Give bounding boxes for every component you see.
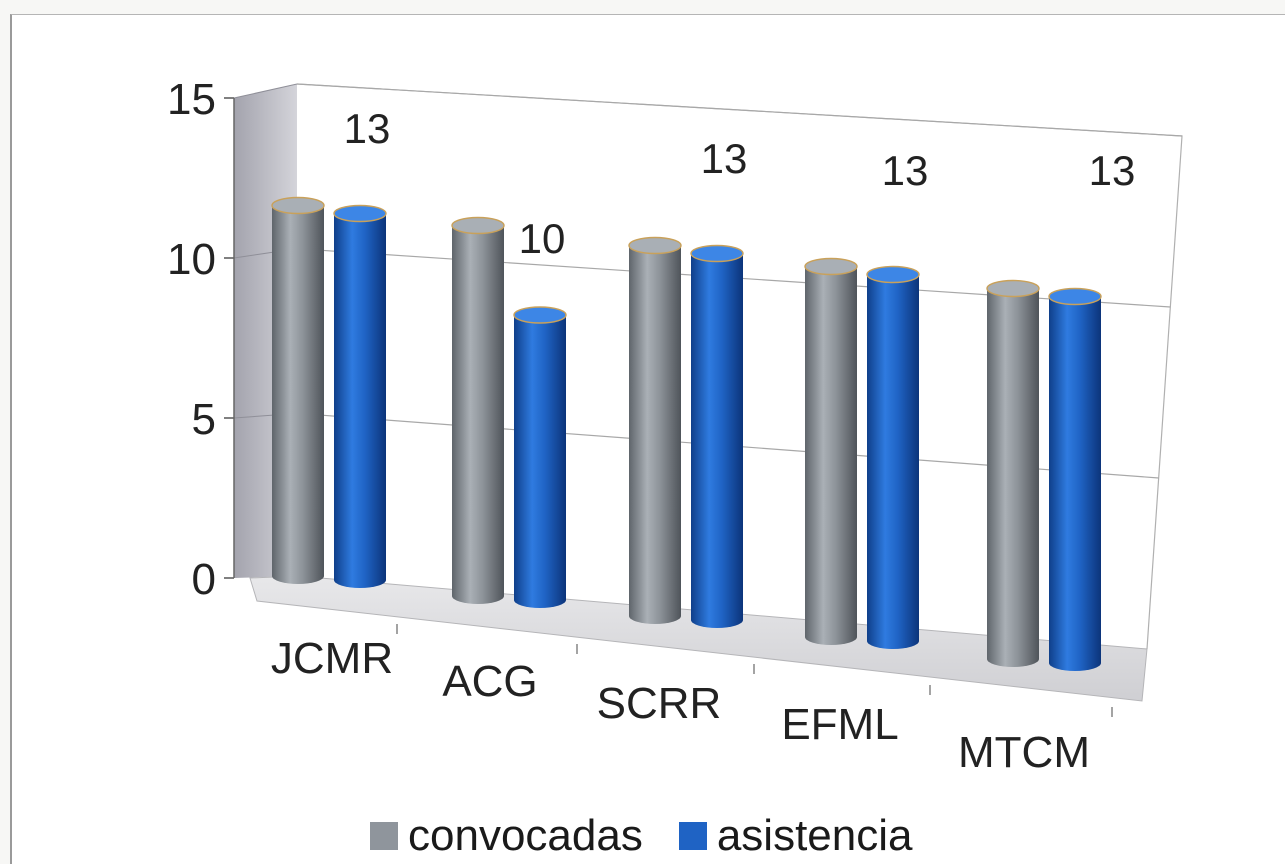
x-tick-label-SCRR: SCRR [597,679,722,728]
x-tick-label-JCMR: JCMR [271,634,393,683]
bar-base-convocadas-ACG [452,588,504,604]
bar-base-asistencia-SCRR [691,612,743,628]
bar-convocadas-JCMR [271,196,325,584]
bar-top-asistencia-SCRR [690,244,744,263]
data-label-SCRR: 13 [701,135,748,182]
bar-body-asistencia-ACG [514,315,566,600]
bar-asistencia-SCRR [690,244,744,628]
x-tick-label-EFML: EFML [781,700,898,749]
bar-convocadas-EFML [804,257,858,645]
bar-top-convocadas-SCRR [628,236,682,255]
gridline [296,83,1183,137]
bar-body-convocadas-EFML [805,266,857,637]
bar-top-asistencia-EFML [866,265,920,284]
bar-body-convocadas-JCMR [272,205,324,576]
bar-base-asistencia-EFML [867,633,919,649]
chart-frame: 0 5 10 15 JCMR ACG SCRR EFML MTCM 13 10 13 13 13 con… [10,14,1285,864]
bar-base-convocadas-EFML [805,629,857,645]
y-tick-label: 10 [167,235,216,284]
bar-top-convocadas-MTCM [986,279,1040,298]
bar-asistencia-JCMR [333,204,387,588]
bar-body-convocadas-ACG [452,225,504,596]
legend-item-asistencia: asistencia [678,811,913,861]
data-label-MTCM: 13 [1089,147,1136,194]
bar-body-convocadas-SCRR [629,245,681,616]
bar-asistencia-EFML [866,265,920,649]
legend-label-asistencia: asistencia [716,811,913,860]
data-label-EFML: 13 [882,147,929,194]
x-tick-label-ACG: ACG [442,657,537,706]
legend-label-convocadas: convocadas [408,811,643,860]
bar-top-convocadas-EFML [804,257,858,276]
legend-swatch-convocadas [370,822,398,850]
bar-top-convocadas-ACG [451,216,505,235]
bar-body-asistencia-MTCM [1049,296,1101,663]
bar-asistencia-MTCM [1048,287,1102,671]
legend-swatch-asistencia [678,822,707,850]
bar-base-asistencia-ACG [514,592,566,608]
bar-base-convocadas-JCMR [272,568,324,584]
bar-body-asistencia-JCMR [334,213,386,580]
bar-convocadas-ACG [451,216,505,604]
bar-asistencia-ACG [513,306,567,608]
bar-base-asistencia-MTCM [1049,655,1101,671]
data-label-ACG: 10 [519,215,566,262]
bar-top-asistencia-ACG [513,306,567,324]
bar-top-asistencia-JCMR [333,204,387,223]
bar-base-convocadas-SCRR [629,608,681,624]
y-tick-label: 15 [167,75,216,124]
bar-body-asistencia-SCRR [691,253,743,620]
bar-base-asistencia-JCMR [334,572,386,588]
bar-top-convocadas-JCMR [271,196,325,215]
bar-body-asistencia-EFML [867,274,919,641]
chart-plot: 0 5 10 15 JCMR ACG SCRR EFML MTCM 13 10 13 13 13 [167,75,1183,777]
chart-legend: convocadas asistencia [370,811,913,861]
bar-top-asistencia-MTCM [1048,287,1102,306]
bar-convocadas-MTCM [986,279,1040,667]
y-tick-label: 0 [192,555,216,604]
gridline-side [233,83,298,99]
y-tick-label: 5 [192,395,216,444]
bar-convocadas-SCRR [628,236,682,624]
legend-item-convocadas: convocadas [370,811,643,861]
bar-body-convocadas-MTCM [987,288,1039,659]
x-tick-label-MTCM: MTCM [958,728,1090,777]
data-label-JCMR: 13 [344,105,391,152]
bar-base-convocadas-MTCM [987,651,1039,667]
